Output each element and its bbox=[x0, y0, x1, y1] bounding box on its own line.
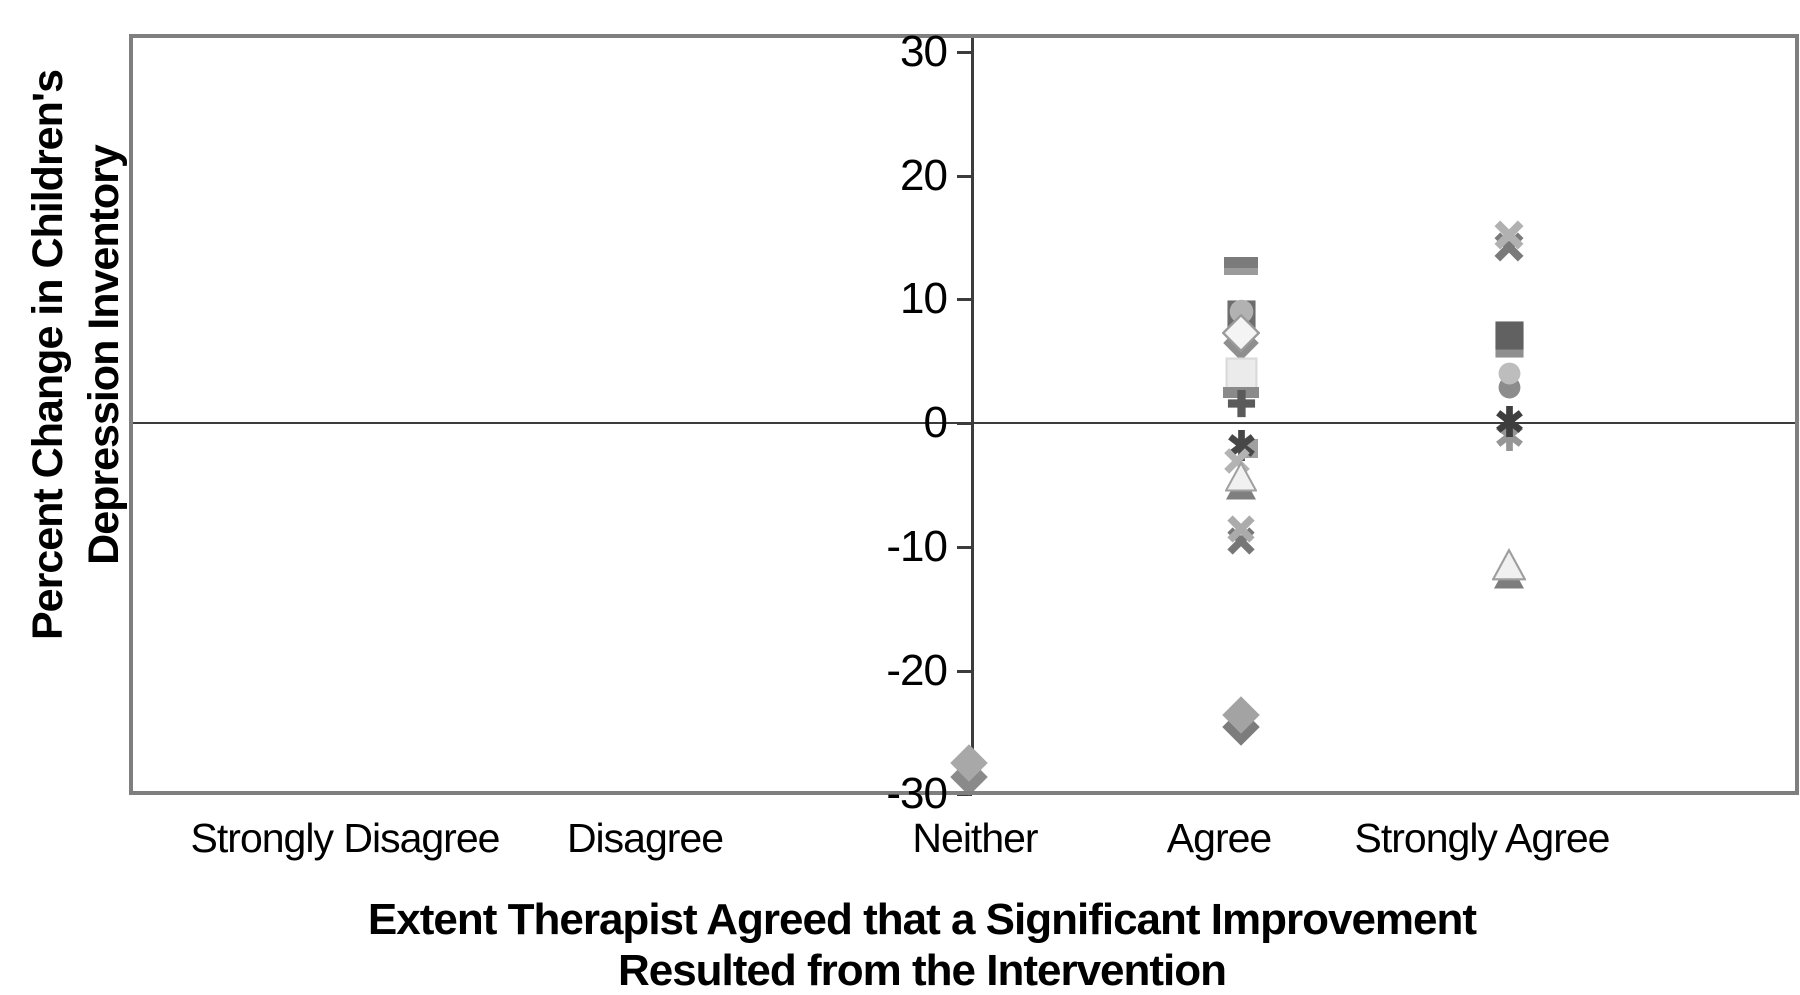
x-category-label: Neither bbox=[912, 815, 1038, 861]
x-category-label: Disagree bbox=[566, 815, 724, 861]
data-point-plus bbox=[1226, 388, 1257, 419]
data-point-asterisk bbox=[1493, 405, 1526, 438]
y-axis-title-line1: Percent Change in Children's bbox=[24, 69, 72, 641]
y-axis-line bbox=[971, 38, 974, 791]
y-tick-label: -10 bbox=[886, 521, 948, 571]
data-point-square bbox=[1225, 357, 1258, 390]
data-point-diamond bbox=[949, 743, 989, 783]
y-tick-label: 0 bbox=[923, 398, 948, 447]
x-category-label: Strongly Agree bbox=[1354, 815, 1611, 861]
y-tick-mark bbox=[957, 50, 972, 54]
y-axis-title-line2: Depression Inventory bbox=[80, 145, 128, 565]
y-tick-mark bbox=[957, 669, 972, 673]
y-tick-mark bbox=[957, 545, 972, 549]
data-point-triangle bbox=[1491, 548, 1527, 582]
x-category-label: Strongly Disagree bbox=[190, 815, 501, 861]
data-point-square bbox=[1494, 320, 1525, 351]
y-tick-mark bbox=[957, 298, 972, 302]
data-point-x bbox=[1225, 513, 1257, 545]
data-point-triangle bbox=[1224, 461, 1258, 493]
y-tick-mark bbox=[957, 422, 972, 425]
data-point-circle bbox=[1228, 298, 1255, 325]
y-tick-label: 30 bbox=[900, 26, 948, 76]
y-tick-label: -20 bbox=[886, 645, 948, 695]
x-axis-title: Extent Therapist Agreed that a Significa… bbox=[122, 894, 1722, 995]
y-tick-label: -30 bbox=[886, 769, 948, 819]
y-axis-title: Percent Change in Children's Depression … bbox=[20, 70, 132, 640]
data-point-dash bbox=[1224, 256, 1258, 268]
y-tick-label: 20 bbox=[900, 150, 948, 200]
x-axis-title-line2: Resulted from the Intervention bbox=[617, 946, 1227, 995]
data-point-diamond bbox=[1221, 313, 1261, 353]
plot-area-frame bbox=[129, 34, 1799, 795]
data-point-dash bbox=[1224, 264, 1258, 276]
data-point-x bbox=[1492, 218, 1526, 252]
x-axis-title-line1: Extent Therapist Agreed that a Significa… bbox=[367, 895, 1477, 944]
data-point-diamond bbox=[1221, 695, 1261, 735]
data-point-circle bbox=[1497, 361, 1522, 386]
y-tick-label: 10 bbox=[900, 274, 948, 324]
y-tick-mark bbox=[957, 174, 972, 178]
x-category-label: Agree bbox=[1166, 815, 1272, 861]
